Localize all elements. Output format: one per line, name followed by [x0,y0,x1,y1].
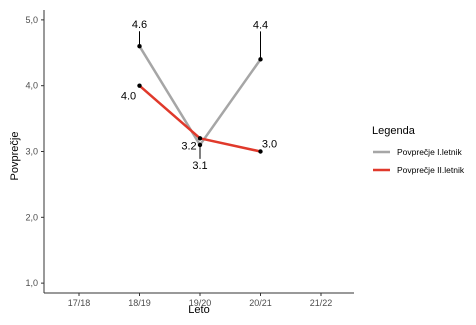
series-line-2 [138,84,261,153]
y-tick-label: 4,0 [25,81,38,91]
data-point [137,43,142,49]
legend-title: Legenda [372,125,416,137]
data-label: 4.6 [132,19,147,31]
y-tick-label: 1,0 [25,278,38,288]
data-point [197,142,203,148]
x-tick-label: 21/22 [310,298,333,308]
data-label: 3.0 [262,139,277,151]
axes: 1,0 2,0 3,0 4,0 5,0 17/18 18/19 19/20 20/21 21/22 [25,10,354,308]
data-label: 3.1 [192,160,207,172]
x-tick-label: 18/19 [128,298,151,308]
series-layer [138,45,262,153]
data-point [197,136,203,141]
legend-items: Povprečje I.letnik Povprečje II.letnik [373,147,465,175]
data-label: 4.4 [253,19,268,31]
data-label: 3.2 [181,140,196,152]
data-point [258,149,263,154]
data-labels: 4.6 3.1 4.4 4.0 3.2 3.0 [121,19,277,172]
y-axis-title: Povprečje [9,132,21,181]
legend: Legenda Povprečje I.letnik Povprečje II.l… [372,125,465,175]
legend-label-2: Povprečje II.letnik [397,165,465,175]
data-point [258,57,263,62]
y-tick-label: 5,0 [25,15,38,25]
x-tick-label: 19/20 [189,298,212,308]
data-label: 4.0 [121,91,136,103]
x-tick-label: 17/18 [68,298,91,308]
series-line-1 [138,45,262,147]
y-tick-label: 2,0 [25,212,38,222]
x-axis-title: Leto [188,304,209,316]
y-tick-label: 3,0 [25,147,38,157]
legend-label-1: Povprečje I.letnik [397,147,462,157]
x-tick-label: 20/21 [249,298,272,308]
data-point [137,83,142,88]
